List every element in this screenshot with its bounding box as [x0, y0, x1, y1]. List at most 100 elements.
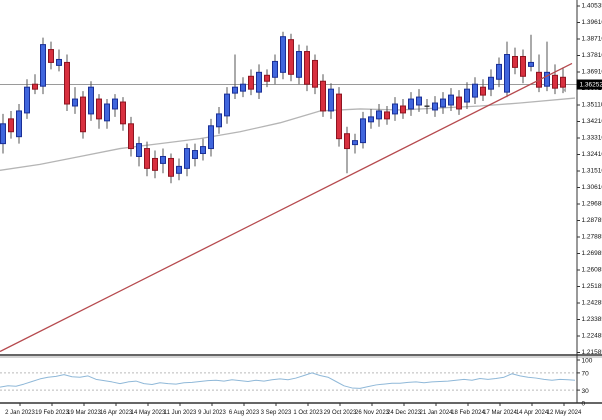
candle-body-bullish — [136, 143, 142, 157]
candle-body-bearish — [168, 157, 174, 177]
candle-body-bullish — [408, 98, 414, 110]
candle — [208, 118, 214, 157]
candle-body-bullish — [24, 86, 30, 114]
candle — [304, 45, 310, 92]
candle — [472, 77, 478, 105]
date-axis-label: 24 Dec 2023 — [387, 410, 422, 416]
candle-body-bullish — [544, 71, 550, 87]
candle — [520, 49, 526, 84]
candle-body-bullish — [72, 98, 78, 107]
candle — [504, 41, 510, 98]
candle-body-bearish — [48, 49, 54, 63]
rsi-axis-label: 30 — [582, 388, 590, 395]
candle-body-bearish — [32, 83, 38, 90]
candle-body-bullish — [88, 86, 94, 115]
candle-body-bullish — [368, 116, 374, 123]
candle-body-bullish — [496, 63, 502, 80]
date-axis-label: 19 Mar 2023 — [67, 410, 101, 416]
candle-body-bullish — [184, 148, 190, 169]
candle-body-bullish — [272, 60, 278, 78]
date-axis-label: 26 Nov 2023 — [355, 410, 390, 416]
candle-body-bullish — [56, 58, 62, 66]
candle-body-bullish — [376, 110, 382, 120]
price-axis-label: 1.32410 — [582, 151, 602, 158]
candle — [528, 34, 534, 72]
candle — [184, 143, 190, 177]
candle — [88, 81, 94, 121]
candle — [560, 67, 566, 94]
candle — [24, 79, 30, 119]
candle-body-bearish — [96, 98, 102, 120]
candle — [200, 138, 206, 161]
candle — [512, 47, 518, 75]
candle-body-bullish — [104, 103, 110, 122]
current-price-box — [576, 79, 602, 90]
candle-body-bearish — [264, 74, 270, 82]
date-axis-label: 9 Jul 2023 — [198, 410, 226, 416]
candle — [168, 153, 174, 184]
candle — [312, 54, 318, 95]
price-axis-label: 1.29685 — [582, 201, 602, 208]
candle-body-bearish — [120, 101, 126, 125]
price-axis-label: 1.21585 — [582, 349, 602, 356]
price-axis-label: 1.27885 — [582, 234, 602, 241]
candle-body-bullish — [488, 76, 494, 90]
candle-body-bearish — [80, 96, 86, 133]
candle — [160, 148, 166, 174]
candle — [264, 69, 270, 88]
candle-body-bearish — [320, 80, 326, 112]
date-axis-label: 11 Jun 2023 — [164, 410, 197, 416]
candle — [232, 54, 238, 100]
candle-body-bullish — [280, 36, 286, 73]
candle-body-bearish — [312, 59, 318, 88]
candle — [488, 69, 494, 97]
candle — [0, 113, 6, 154]
candle — [80, 91, 86, 139]
candle-body-bullish — [200, 146, 206, 155]
candle — [176, 158, 182, 181]
candle-body-bearish — [480, 86, 486, 96]
candles-layer — [0, 31, 566, 184]
candle-body-bullish — [256, 71, 262, 93]
candle — [224, 87, 230, 124]
candle — [152, 150, 158, 179]
candle — [144, 141, 150, 177]
candle — [424, 99, 430, 114]
price-axis-label: 1.36910 — [582, 69, 602, 76]
candle — [376, 104, 382, 127]
candle-body-bullish — [232, 86, 238, 94]
candle-body-bullish — [176, 165, 182, 174]
date-axis-label: 2 Jan 2023 — [5, 410, 35, 416]
candle — [296, 44, 302, 85]
candle-body-bullish — [528, 61, 534, 67]
candle-body-bullish — [448, 94, 454, 106]
candle — [72, 87, 78, 114]
price-axis-label: 1.23385 — [582, 316, 602, 323]
price-axis-label: 1.37810 — [582, 52, 602, 59]
candle — [112, 94, 118, 117]
candle — [128, 116, 134, 157]
candle — [440, 92, 446, 114]
date-axis-label: 14 Apr 2024 — [516, 410, 549, 416]
candle-body-bullish — [504, 54, 510, 93]
candle — [544, 41, 550, 92]
date-axis-label: 14 May 2023 — [131, 410, 166, 416]
candle — [48, 41, 54, 70]
candle — [272, 54, 278, 85]
candle — [280, 31, 286, 80]
price-axis-label: 1.22485 — [582, 333, 602, 340]
candle — [288, 33, 294, 82]
candle — [360, 111, 366, 149]
candle — [464, 82, 470, 109]
candle — [240, 77, 246, 98]
price-axis-label: 1.26985 — [582, 250, 602, 257]
candle — [320, 74, 326, 117]
candle-body-bearish — [560, 76, 566, 88]
price-axis-label: 1.39610 — [582, 19, 602, 26]
candle-body-bullish — [0, 123, 6, 145]
price-axis-label: 1.28785 — [582, 217, 602, 224]
candle-body-bearish — [144, 148, 150, 169]
date-axis-label: 3 Sep 2023 — [261, 410, 292, 416]
candle — [16, 104, 22, 144]
